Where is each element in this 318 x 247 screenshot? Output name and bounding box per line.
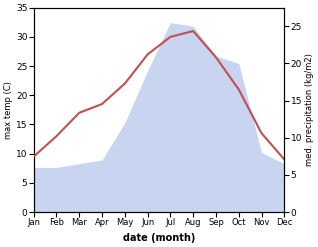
Y-axis label: med. precipitation (kg/m2): med. precipitation (kg/m2) [305,53,314,166]
X-axis label: date (month): date (month) [123,233,195,243]
Y-axis label: max temp (C): max temp (C) [4,81,13,139]
